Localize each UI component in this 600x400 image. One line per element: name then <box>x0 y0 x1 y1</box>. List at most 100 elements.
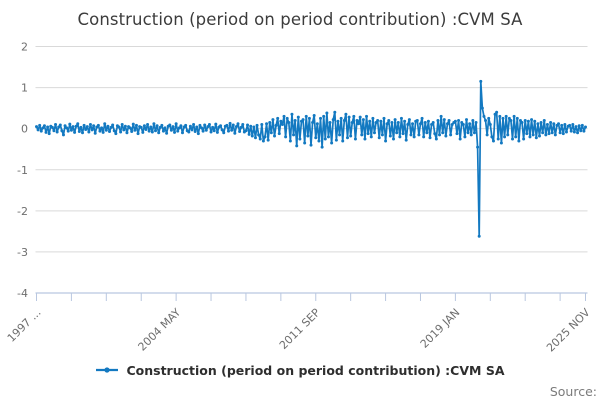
series-point[interactable] <box>568 123 572 127</box>
series-point[interactable] <box>322 114 326 118</box>
series-point[interactable] <box>420 116 424 120</box>
series-point[interactable] <box>288 139 292 143</box>
series-point[interactable] <box>485 133 489 137</box>
series-point[interactable] <box>260 123 264 127</box>
series-point[interactable] <box>52 129 56 133</box>
series-point[interactable] <box>569 129 573 133</box>
series-point[interactable] <box>117 125 121 129</box>
series-point[interactable] <box>54 123 58 127</box>
series-point[interactable] <box>249 124 253 128</box>
series-point[interactable] <box>92 124 96 128</box>
series-point[interactable] <box>511 137 515 141</box>
series-point[interactable] <box>523 118 527 122</box>
series-point[interactable] <box>339 116 343 120</box>
series-point[interactable] <box>282 114 286 118</box>
series-point[interactable] <box>333 110 337 114</box>
series-point[interactable] <box>158 125 162 129</box>
series-point[interactable] <box>68 122 72 126</box>
series-point[interactable] <box>225 123 229 127</box>
series-point[interactable] <box>490 135 494 139</box>
series-point[interactable] <box>388 134 392 138</box>
series-point[interactable] <box>352 114 356 118</box>
series-point[interactable] <box>545 123 549 127</box>
series-point[interactable] <box>77 130 81 134</box>
series-point[interactable] <box>311 121 315 124</box>
series-point[interactable] <box>120 123 124 127</box>
series-point[interactable] <box>236 122 240 126</box>
series-point[interactable] <box>177 126 181 130</box>
series-point[interactable] <box>534 136 538 140</box>
series-point[interactable] <box>360 133 364 137</box>
series-point[interactable] <box>552 122 556 126</box>
series-point[interactable] <box>580 123 584 127</box>
series-point[interactable] <box>285 116 289 120</box>
series-point[interactable] <box>325 111 329 115</box>
series-point[interactable] <box>63 124 67 128</box>
series-point[interactable] <box>287 121 291 124</box>
series-point[interactable] <box>326 135 330 139</box>
series-point[interactable] <box>582 129 586 133</box>
series-point[interactable] <box>349 134 353 138</box>
series-point[interactable] <box>466 131 470 135</box>
series-point[interactable] <box>576 131 580 135</box>
series-point[interactable] <box>315 122 319 126</box>
series-point[interactable] <box>226 129 230 133</box>
series-point[interactable] <box>55 130 59 134</box>
series-point[interactable] <box>493 112 497 116</box>
series-point[interactable] <box>228 121 232 125</box>
series-point[interactable] <box>284 135 288 139</box>
series-point[interactable] <box>131 122 135 126</box>
series-point[interactable] <box>469 133 473 137</box>
series-point[interactable] <box>347 115 351 119</box>
series-point[interactable] <box>399 116 403 120</box>
series-point[interactable] <box>409 133 413 137</box>
series-point[interactable] <box>106 124 110 128</box>
series-point[interactable] <box>165 131 169 135</box>
series-point[interactable] <box>531 133 535 137</box>
series-point[interactable] <box>334 138 338 142</box>
series-point[interactable] <box>180 131 184 135</box>
series-point[interactable] <box>444 134 448 138</box>
series-point[interactable] <box>495 110 499 114</box>
series-point[interactable] <box>401 132 405 136</box>
series-point[interactable] <box>133 128 137 132</box>
series-point[interactable] <box>574 125 578 129</box>
series-point[interactable] <box>406 123 410 127</box>
series-point[interactable] <box>477 234 481 238</box>
series-point[interactable] <box>365 114 369 118</box>
series-point[interactable] <box>88 123 92 127</box>
series-point[interactable] <box>498 114 502 118</box>
series-point[interactable] <box>246 123 250 127</box>
series-point[interactable] <box>396 121 400 124</box>
series-point[interactable] <box>518 118 522 122</box>
series-point[interactable] <box>109 125 113 129</box>
series-point[interactable] <box>307 116 311 120</box>
series-point[interactable] <box>536 122 540 126</box>
series-point[interactable] <box>453 119 457 123</box>
series-point[interactable] <box>171 125 175 129</box>
series-point[interactable] <box>73 130 77 134</box>
series-point[interactable] <box>244 129 248 133</box>
series-point[interactable] <box>71 125 75 129</box>
series-point[interactable] <box>193 130 197 134</box>
series-point[interactable] <box>296 115 300 119</box>
series-point[interactable] <box>269 131 273 135</box>
series-point[interactable] <box>314 136 318 140</box>
series-point[interactable] <box>168 123 172 127</box>
series-point[interactable] <box>176 129 180 133</box>
series-point[interactable] <box>222 131 226 135</box>
legend[interactable]: Construction (period on period contribut… <box>0 360 600 380</box>
series-point[interactable] <box>533 119 537 123</box>
series-point[interactable] <box>42 124 46 128</box>
series-point[interactable] <box>320 145 324 149</box>
series-point[interactable] <box>501 116 505 120</box>
series-point[interactable] <box>341 139 345 143</box>
series-point[interactable] <box>457 118 461 122</box>
series-point[interactable] <box>520 121 524 124</box>
series-point[interactable] <box>447 118 451 122</box>
series-point[interactable] <box>255 123 259 127</box>
series-point[interactable] <box>358 115 362 119</box>
series-point[interactable] <box>450 123 454 127</box>
series-point[interactable] <box>214 122 218 126</box>
line-chart-plot-area[interactable]: 2 1 0 -1 -2 -3 -4 1997 ... 2004 MAY 2011 SEP 2019 … <box>0 0 600 353</box>
